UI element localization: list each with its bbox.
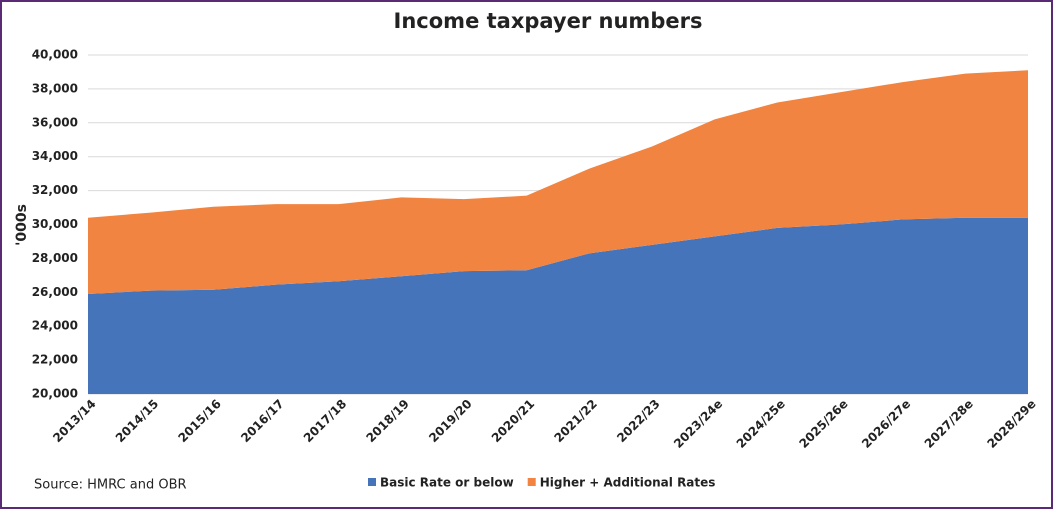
area <box>88 70 1028 294</box>
y-tick-label: 22,000 <box>32 353 78 367</box>
y-tick-label: 36,000 <box>32 115 78 129</box>
y-tick-label: 28,000 <box>32 251 78 265</box>
y-tick-label: 30,000 <box>32 217 78 231</box>
y-tick-label: 40,000 <box>32 48 78 62</box>
legend-swatch <box>368 478 376 486</box>
legend-label: Basic Rate or below <box>380 476 514 490</box>
y-tick-label: 34,000 <box>32 149 78 163</box>
legend-swatch <box>527 478 536 486</box>
y-tick-label: 32,000 <box>32 183 78 197</box>
y-axis-label: '000s <box>14 204 30 246</box>
y-tick-label: 38,000 <box>32 81 78 95</box>
areas <box>88 70 1028 394</box>
legend: Basic Rate or below Higher + Additional R… <box>368 476 715 490</box>
y-tick-label: 24,000 <box>32 319 78 333</box>
y-tick-label: 20,000 <box>32 387 78 401</box>
chart-title: Income taxpayer numbers <box>394 9 703 33</box>
source-note: Source: HMRC and OBR <box>34 478 187 493</box>
legend-label: Higher + Additional Rates <box>540 476 716 490</box>
y-tick-label: 26,000 <box>32 285 78 299</box>
area <box>88 217 1028 394</box>
